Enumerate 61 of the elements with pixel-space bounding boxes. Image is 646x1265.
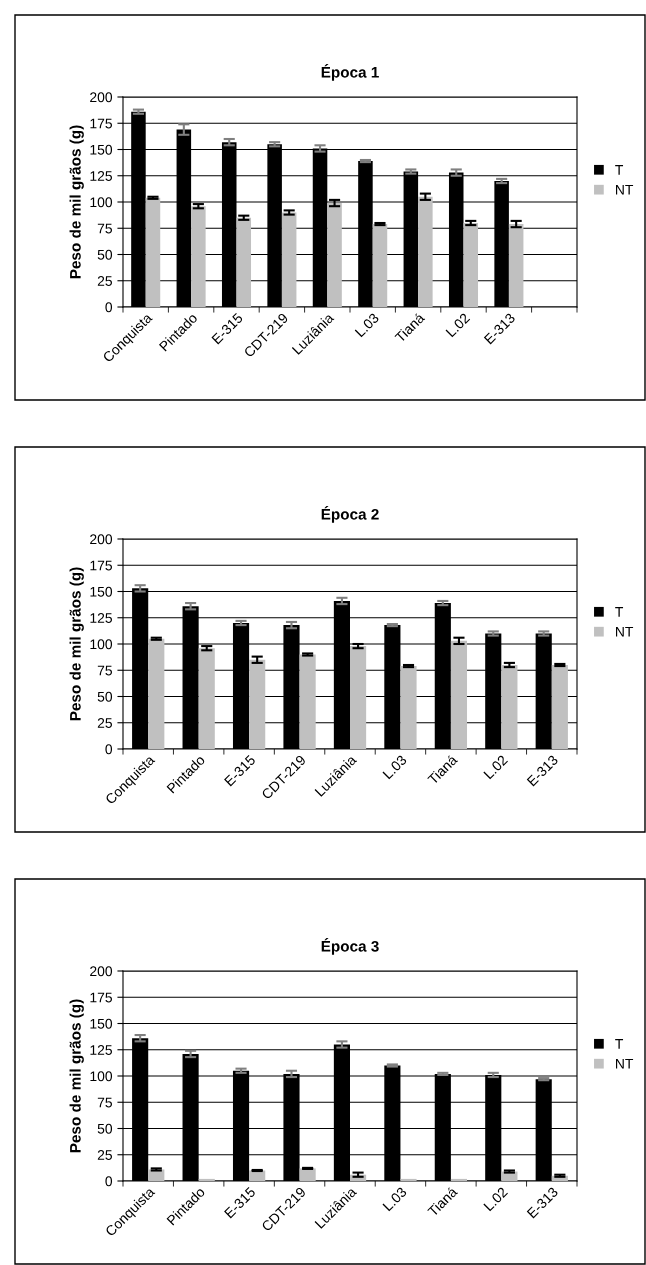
- bar: [148, 638, 165, 749]
- y-tick-label: 0: [105, 1176, 113, 1187]
- y-tick-label: 200: [90, 534, 113, 545]
- bar: [236, 217, 252, 307]
- y-tick-label: 175: [90, 992, 112, 1003]
- y-tick-label: 50: [97, 249, 113, 260]
- bar: [198, 1178, 215, 1181]
- y-tick-label: 125: [90, 1045, 112, 1055]
- y-tick-label: 200: [90, 966, 113, 977]
- y-tick-label: 175: [90, 560, 112, 571]
- legend-label: NT: [616, 1058, 634, 1069]
- chart-title: Época 3: [321, 938, 379, 955]
- bar: [400, 666, 417, 749]
- y-tick-label: 125: [90, 613, 112, 623]
- chart-title: Época 2: [321, 506, 379, 523]
- y-tick-label: 125: [90, 171, 112, 181]
- y-tick-label: 50: [97, 691, 113, 702]
- bar: [198, 648, 215, 749]
- y-tick-label: 75: [97, 223, 112, 234]
- y-tick-label: 200: [90, 92, 113, 103]
- y-tick-label: 150: [90, 144, 113, 155]
- y-tick-label: 175: [90, 118, 112, 129]
- legend-label: T: [615, 165, 624, 175]
- y-tick-label: 50: [97, 1123, 113, 1134]
- bar: [450, 640, 468, 749]
- y-tick-label: 100: [90, 197, 113, 208]
- y-tick-label: 25: [97, 718, 112, 728]
- bar: [372, 224, 388, 307]
- bar: [350, 646, 367, 749]
- y-axis-title: Peso de mil grãos (g): [69, 125, 84, 279]
- y-tick-label: 75: [97, 665, 112, 676]
- y-axis-title: Peso de mil grãos (g): [69, 999, 84, 1153]
- y-tick-label: 0: [105, 744, 113, 755]
- bar: [508, 224, 524, 307]
- bar: [450, 1178, 468, 1181]
- y-tick-label: 100: [90, 639, 113, 650]
- legend-label: NT: [616, 626, 634, 637]
- bar: [281, 212, 297, 307]
- bar: [551, 665, 568, 749]
- bar: [400, 1178, 417, 1181]
- bar: [145, 197, 161, 307]
- y-tick-label: 0: [105, 302, 113, 313]
- bar: [418, 196, 433, 307]
- bar: [299, 654, 316, 749]
- bar: [299, 1168, 316, 1181]
- bar: [191, 206, 206, 307]
- y-axis-title: Peso de mil grãos (g): [69, 567, 84, 721]
- legend-label: T: [615, 607, 624, 617]
- chart-title: Época 1: [321, 64, 379, 81]
- y-tick-label: 75: [97, 1097, 112, 1108]
- y-tick-label: 100: [90, 1071, 113, 1082]
- y-tick-label: 150: [90, 586, 113, 597]
- bar: [501, 665, 518, 749]
- legend-label: NT: [616, 184, 634, 195]
- y-tick-label: 25: [97, 1150, 112, 1160]
- bar: [249, 659, 266, 749]
- legend-label: T: [615, 1039, 624, 1049]
- y-tick-label: 25: [97, 276, 112, 286]
- bar: [327, 203, 342, 307]
- bar: [463, 223, 479, 307]
- y-tick-label: 150: [90, 1018, 113, 1029]
